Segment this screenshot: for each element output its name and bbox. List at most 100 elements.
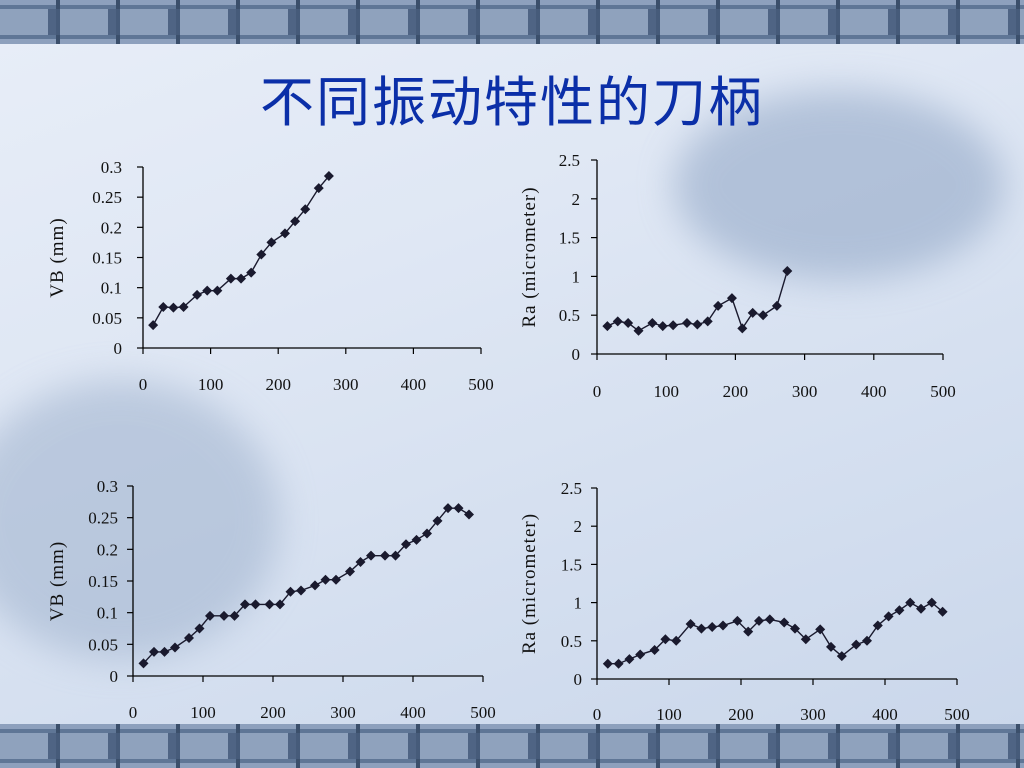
data-point-marker <box>635 649 646 660</box>
data-point-marker <box>366 550 376 561</box>
x-tick-label: 300 <box>792 382 818 401</box>
y-tick-label: 0.5 <box>561 632 582 651</box>
data-point-marker <box>422 528 432 539</box>
x-tick-label: 300 <box>330 703 356 722</box>
data-point-marker <box>149 646 159 657</box>
data-point-marker <box>926 597 937 608</box>
data-point-marker <box>296 585 306 596</box>
data-point-marker <box>681 317 692 328</box>
data-point-marker <box>718 620 728 631</box>
data-point-marker <box>707 622 718 633</box>
x-tick-label: 100 <box>653 382 679 401</box>
y-tick-label: 0 <box>110 667 119 686</box>
x-tick-label: 100 <box>656 705 682 724</box>
data-point-marker <box>158 301 169 312</box>
data-point-marker <box>401 539 411 550</box>
data-point-marker <box>310 580 320 591</box>
data-point-marker <box>758 310 769 321</box>
data-point-marker <box>240 599 250 610</box>
data-point-marker <box>826 641 836 652</box>
y-tick-label: 0.25 <box>88 509 118 528</box>
y-tick-label: 0.2 <box>101 218 122 237</box>
x-tick-label: 200 <box>260 703 286 722</box>
data-point-marker <box>225 273 236 284</box>
data-point-marker <box>872 620 883 631</box>
data-point-marker <box>602 658 613 669</box>
y-tick-label: 0.3 <box>101 158 122 177</box>
data-point-marker <box>212 285 223 296</box>
data-point-marker <box>602 321 613 332</box>
x-tick-label: 100 <box>190 703 216 722</box>
series-line <box>152 175 330 326</box>
data-point-marker <box>300 204 311 215</box>
y-axis-label: VB (mm) <box>47 541 68 621</box>
data-point-marker <box>390 550 401 561</box>
data-point-marker <box>685 618 696 629</box>
y-tick-label: 1.5 <box>559 229 580 248</box>
x-tick-label: 400 <box>401 375 427 394</box>
x-tick-label: 300 <box>800 705 826 724</box>
y-tick-label: 0 <box>572 345 581 364</box>
x-tick-label: 500 <box>944 705 970 724</box>
y-tick-label: 0.05 <box>88 635 118 654</box>
y-tick-label: 0 <box>114 339 123 358</box>
data-point-marker <box>313 183 324 194</box>
data-point-marker <box>464 509 474 520</box>
data-point-marker <box>246 267 257 278</box>
y-axis-label: Ra (micrometer) <box>519 513 540 654</box>
y-tick-label: 0.15 <box>92 249 122 268</box>
series-line <box>607 601 944 665</box>
data-point-marker <box>159 646 170 657</box>
data-point-marker <box>883 611 894 622</box>
y-tick-label: 0 <box>574 670 583 689</box>
data-point-marker <box>279 228 290 239</box>
x-tick-label: 0 <box>139 375 148 394</box>
y-tick-label: 0.25 <box>92 188 122 207</box>
y-tick-label: 0.05 <box>92 309 122 328</box>
data-point-marker <box>266 237 277 248</box>
data-point-marker <box>713 300 724 311</box>
series-line <box>142 507 470 664</box>
y-tick-label: 0.3 <box>97 477 118 496</box>
data-point-marker <box>355 557 366 567</box>
x-tick-label: 400 <box>872 705 898 724</box>
data-point-marker <box>290 216 301 227</box>
data-point-marker <box>229 610 240 621</box>
data-point-marker <box>647 317 658 328</box>
data-point-marker <box>916 603 926 614</box>
x-tick-label: 200 <box>728 705 754 724</box>
data-point-marker <box>219 610 229 621</box>
data-point-marker <box>256 249 267 260</box>
data-point-marker <box>851 639 862 650</box>
x-tick-label: 500 <box>468 375 494 394</box>
data-point-marker <box>194 623 205 634</box>
bottom-brick-border <box>0 724 1024 768</box>
y-tick-label: 2.5 <box>559 151 580 170</box>
data-point-marker <box>696 623 707 634</box>
x-tick-label: 300 <box>333 375 359 394</box>
data-point-marker <box>633 325 644 336</box>
data-point-marker <box>779 617 790 628</box>
x-tick-label: 100 <box>198 375 224 394</box>
x-tick-label: 500 <box>930 382 956 401</box>
data-point-marker <box>453 503 464 514</box>
data-point-marker <box>205 610 215 621</box>
data-point-marker <box>380 550 390 561</box>
data-point-marker <box>411 534 422 545</box>
chart-ra-holder-2: 0 0.5 1 1.5 2 2.5 0 100 200 300 400 500 Ra (micromet… <box>519 479 970 724</box>
data-point-marker <box>345 566 355 577</box>
data-point-marker <box>754 615 764 626</box>
data-point-marker <box>264 599 275 610</box>
data-point-marker <box>764 614 775 625</box>
x-tick-label: 0 <box>129 703 138 722</box>
chart-vb-holder-2: 0 0.05 0.1 0.15 0.2 0.25 0.3 0 100 200 300 400 500 VB… <box>47 477 496 722</box>
data-point-marker <box>649 644 660 655</box>
data-point-marker <box>800 634 811 645</box>
y-axis-label: Ra (micrometer) <box>519 186 540 327</box>
y-tick-label: 1.5 <box>561 555 582 574</box>
data-point-marker <box>331 574 341 585</box>
x-tick-label: 0 <box>593 382 602 401</box>
y-tick-label: 0.1 <box>97 604 118 623</box>
data-point-marker <box>178 301 189 312</box>
